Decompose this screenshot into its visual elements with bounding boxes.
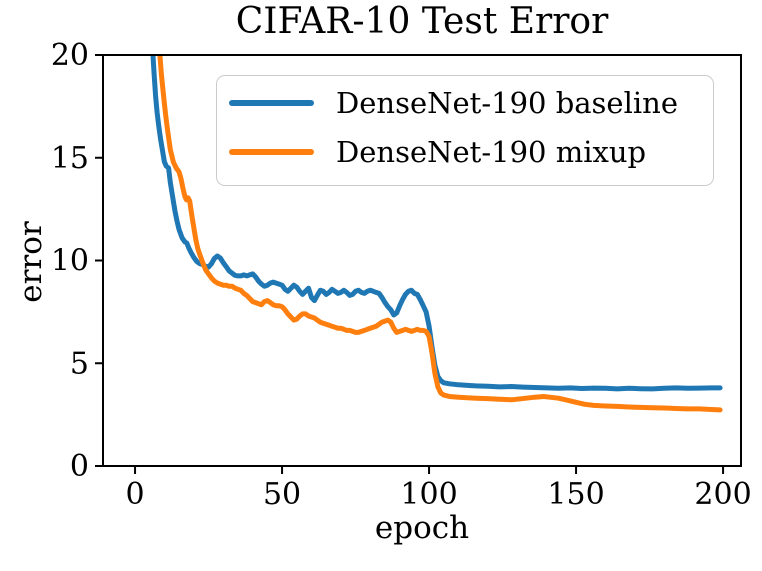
baseline-line-swatch (229, 100, 314, 106)
series-line-baseline (150, 55, 723, 392)
y-tick-label: 5 (70, 346, 89, 381)
x-tick-label: 150 (547, 477, 604, 512)
legend-label-mixup: DenseNet-190 mixup (336, 135, 647, 169)
y-tick-label: 20 (51, 38, 89, 73)
x-tick-label: 50 (263, 477, 301, 512)
x-tick-label: 0 (126, 477, 145, 512)
axes-spines (102, 54, 742, 467)
legend-box: DenseNet-190 baseline DenseNet-190 mixup (216, 75, 714, 186)
y-tick-label: 15 (51, 141, 89, 176)
mixup-line-swatch (229, 149, 314, 155)
y-tick-label: 10 (51, 244, 89, 279)
x-tick-label: 200 (694, 477, 751, 512)
x-tick-label: 100 (400, 477, 457, 512)
chart-title: CIFAR-10 Test Error (235, 1, 609, 42)
y-axis-label: error (13, 221, 49, 303)
x-axis-label: epoch (374, 510, 470, 546)
series-line-mixup (157, 55, 723, 413)
y-tick-label: 0 (70, 449, 89, 484)
legend-item-baseline: DenseNet-190 baseline (229, 83, 713, 123)
legend-label-baseline: DenseNet-190 baseline (336, 86, 678, 120)
legend-item-mixup: DenseNet-190 mixup (229, 132, 713, 172)
